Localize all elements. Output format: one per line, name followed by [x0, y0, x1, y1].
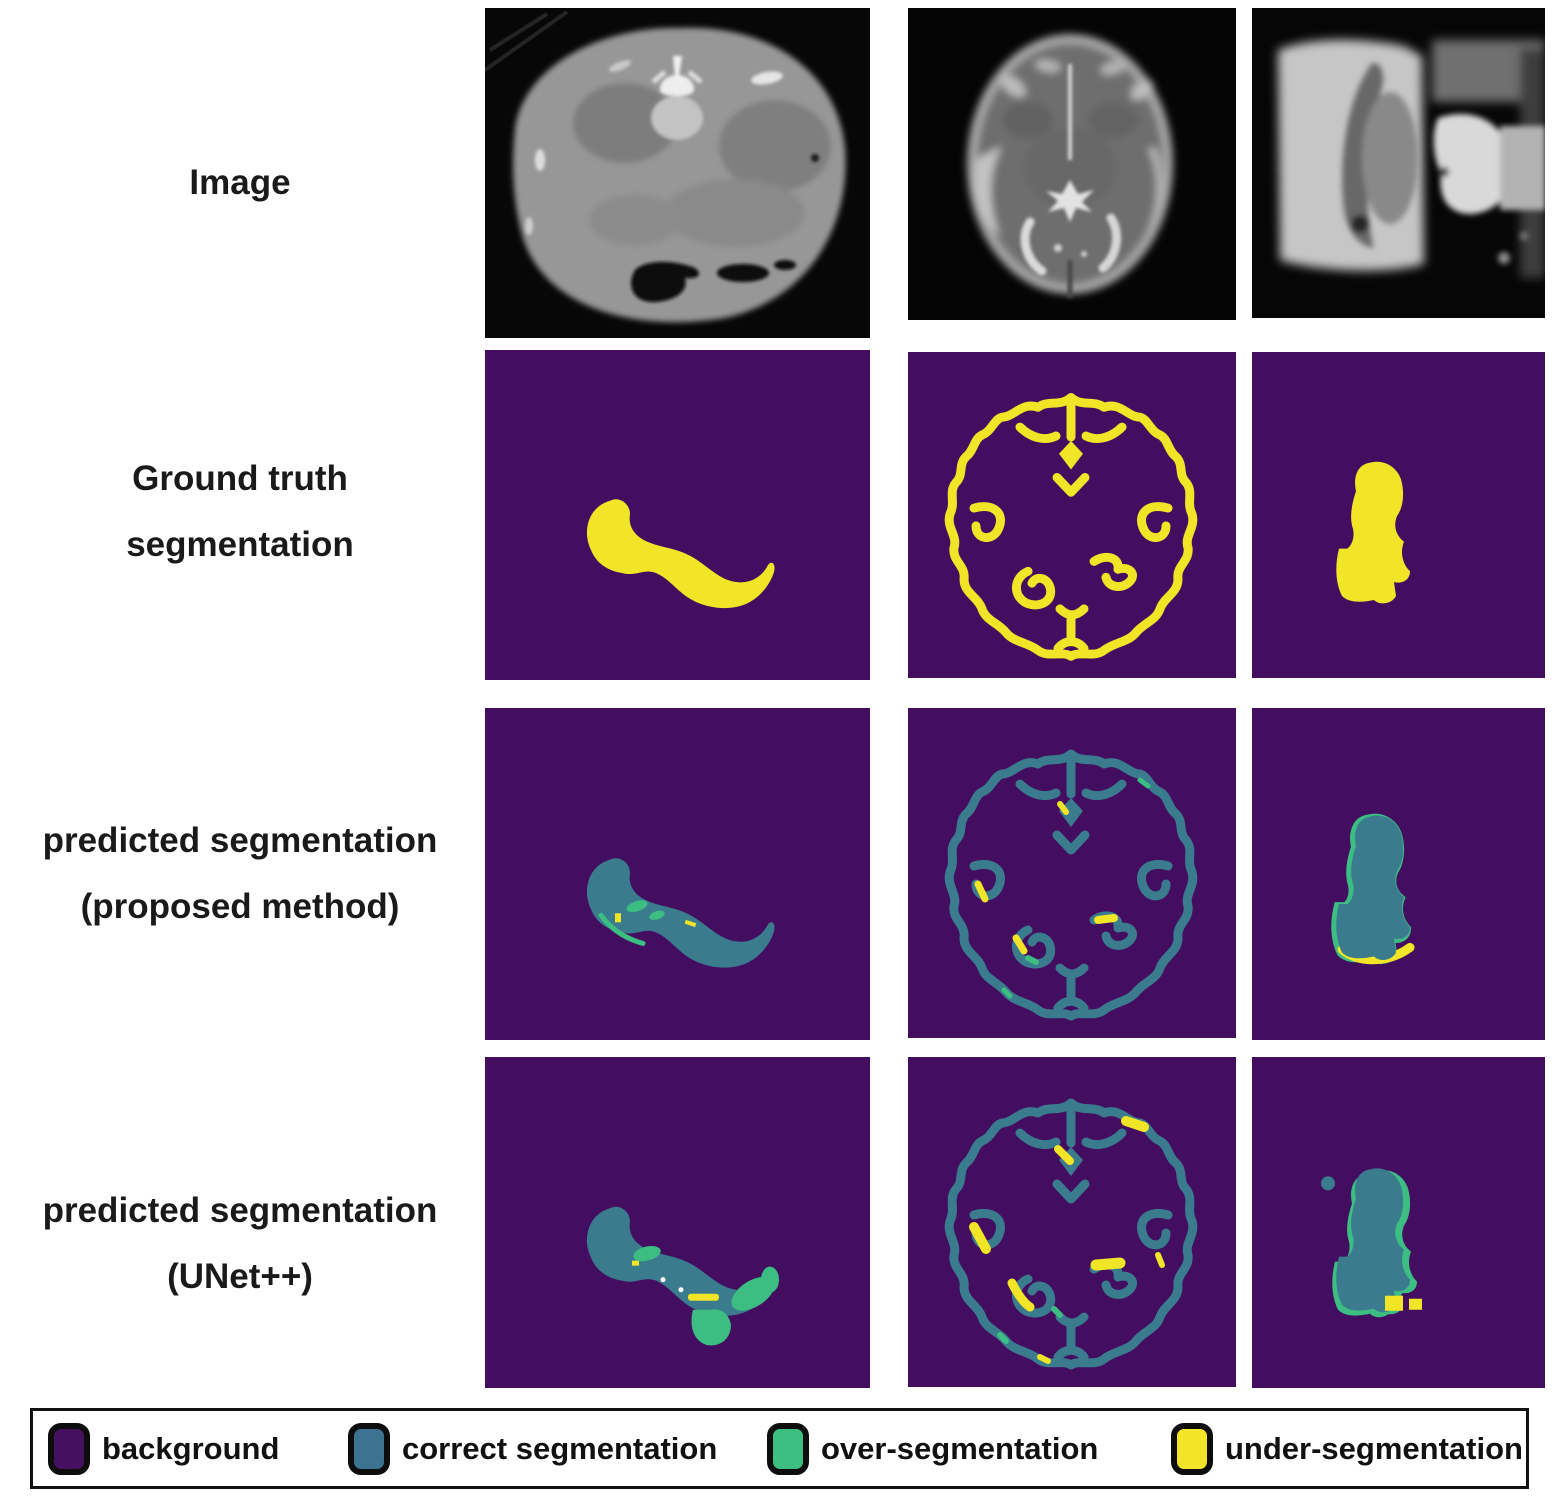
mask-gt-abdomen — [485, 350, 870, 680]
mask-unetpp-brain — [908, 1057, 1236, 1387]
mask-proposed-crop — [1252, 708, 1545, 1040]
mask-proposed-abdomen — [485, 708, 870, 1040]
row-label-unetpp: predicted segmentation (UNet++) — [0, 1178, 480, 1310]
row-label-line: predicted segmentation — [42, 821, 438, 860]
mask-proposed-brain — [908, 708, 1236, 1038]
over-segmentation-color-swatch — [767, 1422, 809, 1475]
mask-unetpp-abdomen — [485, 1057, 870, 1388]
legend-label: background — [102, 1430, 280, 1466]
mask-gt-brain — [908, 352, 1236, 678]
image-brain-mri — [908, 8, 1236, 320]
legend-label: over-segmentation — [821, 1430, 1099, 1466]
legend: background correct segmentation over-seg… — [30, 1408, 1529, 1489]
row-label-line: predicted segmentation — [42, 1191, 438, 1230]
legend-item-over-segmentation: over-segmentation — [767, 1411, 1098, 1486]
row-label-line: Ground truth — [132, 459, 348, 498]
legend-item-correct-segmentation: correct segmentation — [348, 1411, 717, 1486]
legend-label: correct segmentation — [402, 1430, 718, 1466]
row-label-line: segmentation — [126, 525, 354, 564]
row-label-line: Image — [189, 163, 291, 202]
row-label-proposed: predicted segmentation (proposed method) — [0, 808, 480, 940]
row-label-line: (UNet++) — [167, 1257, 313, 1296]
correct-segmentation-color-swatch — [348, 1422, 390, 1475]
image-abdomen-ct — [485, 8, 870, 338]
row-label-line: (proposed method) — [80, 887, 400, 926]
legend-label: under-segmentation — [1225, 1430, 1523, 1466]
under-segmentation-color-swatch — [1171, 1422, 1213, 1475]
legend-item-under-segmentation: under-segmentation — [1171, 1411, 1523, 1486]
mask-unetpp-crop — [1252, 1057, 1545, 1388]
mask-gt-crop — [1252, 352, 1545, 678]
legend-item-background: background — [48, 1411, 279, 1486]
row-label-image: Image — [0, 150, 480, 216]
row-label-ground-truth: Ground truth segmentation — [0, 446, 480, 578]
background-color-swatch — [48, 1422, 90, 1475]
image-mri-crop — [1252, 8, 1545, 318]
